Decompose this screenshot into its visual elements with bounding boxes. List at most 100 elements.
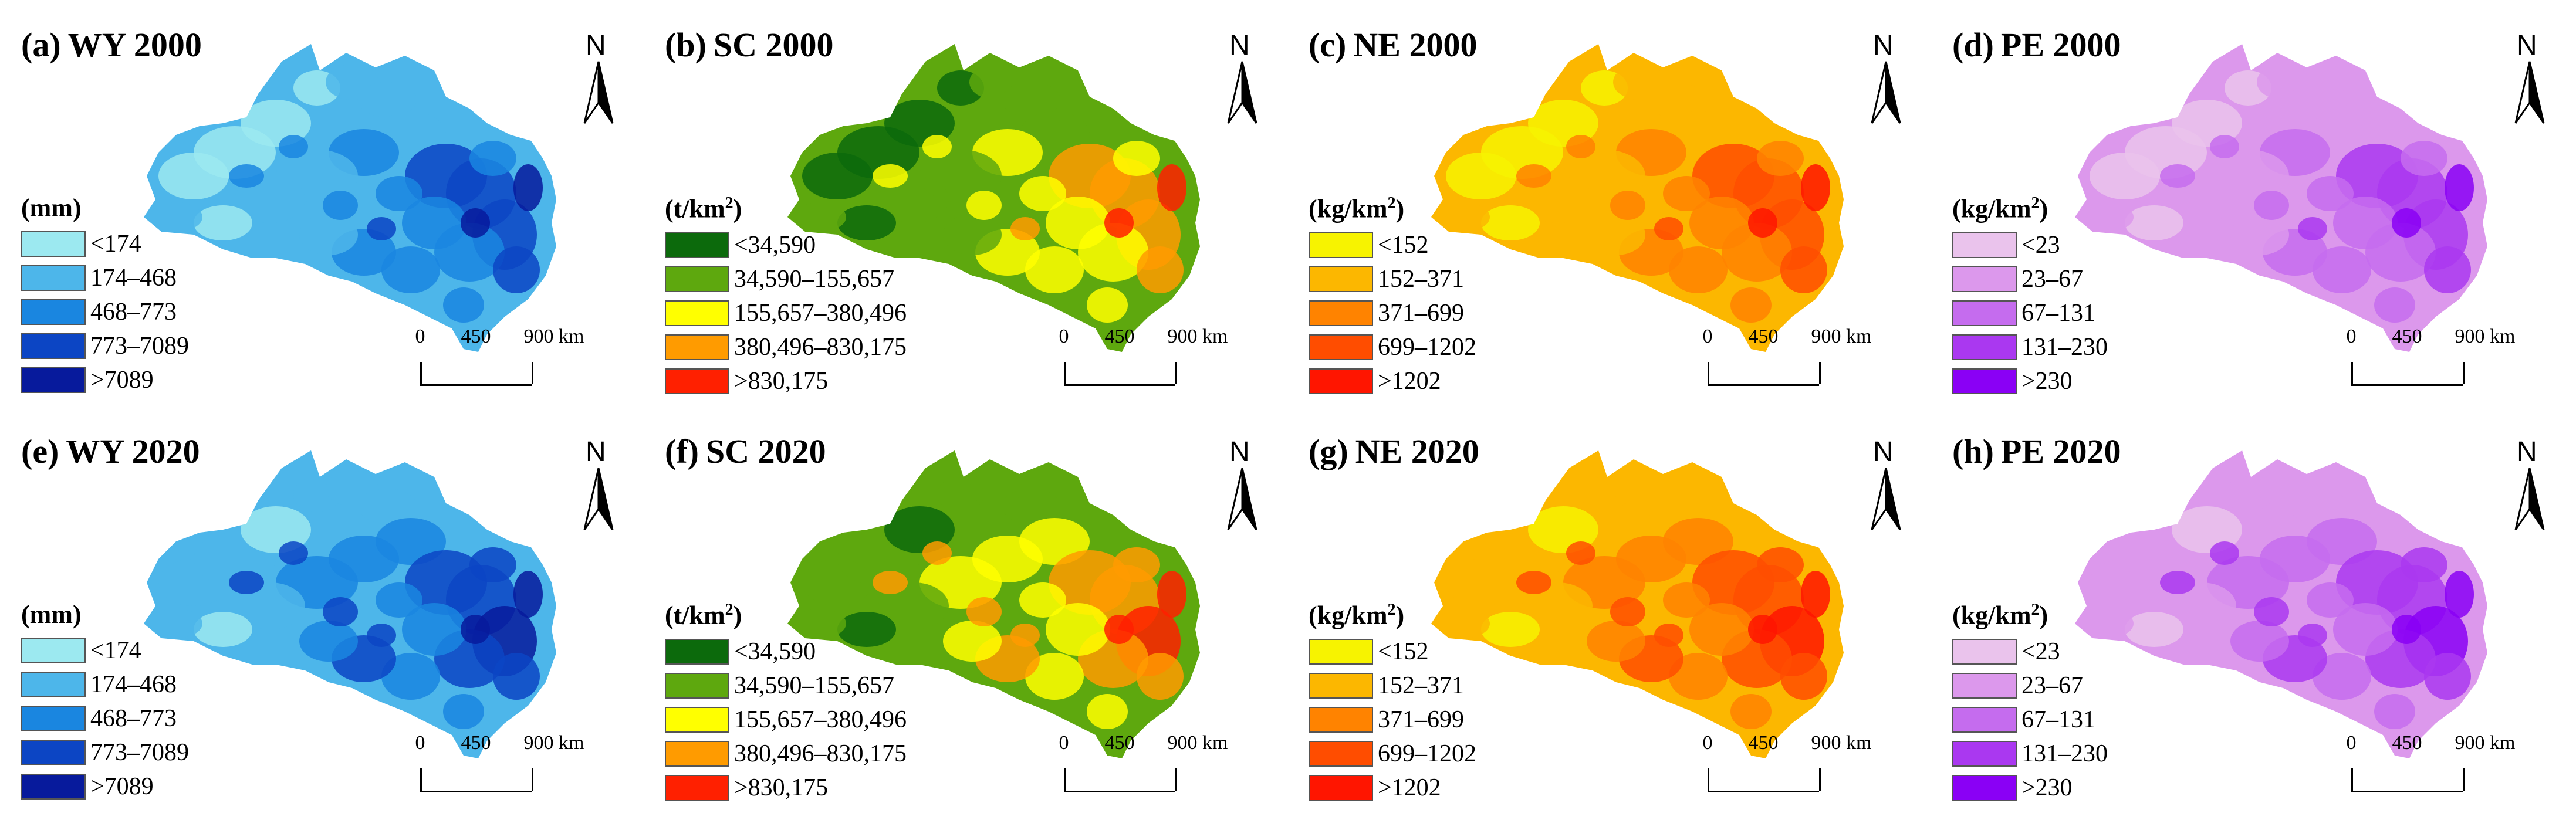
value-patch [2160, 571, 2195, 594]
north-arrow-icon: N [1862, 436, 1909, 536]
scale-bar-tick [1819, 362, 1821, 384]
value-patch [2424, 246, 2471, 293]
value-patch [1019, 582, 1066, 618]
legend-unit-close: ) [2039, 194, 2048, 223]
legend-class-label: <23 [2021, 638, 2060, 665]
legend-swatch [665, 300, 729, 326]
value-patch [2298, 217, 2327, 240]
legend-row: 155,657–380,496 [665, 703, 907, 737]
value-patch [1157, 164, 1186, 211]
panel-label: (d) [1952, 26, 1994, 64]
value-patch [358, 489, 417, 524]
value-patch [2254, 191, 2289, 220]
region-map [787, 44, 1200, 352]
value-patch [837, 205, 896, 240]
value-patch [2401, 547, 2447, 582]
scale-bar-label: 0 [1059, 326, 1069, 347]
legend-row: >830,175 [665, 771, 907, 805]
scale-bar: 0 450 900 km [2342, 326, 2536, 390]
scale-bar-tick [420, 768, 422, 791]
legend-class-label: 380,496–830,175 [734, 740, 907, 767]
value-patch [878, 582, 949, 629]
panel-label: (g) [1309, 432, 1348, 470]
value-patch [922, 135, 952, 158]
value-patch [299, 621, 358, 662]
value-patch [943, 214, 1002, 255]
legend-class-label: 174–468 [90, 671, 177, 698]
legend-swatch [665, 368, 729, 394]
scale-bar-label: 900 km [1811, 326, 1872, 347]
legend-row: >230 [1952, 771, 2108, 805]
legend-swatch [21, 706, 86, 731]
panel-title: (d) PE 2000 [1952, 28, 2121, 62]
legend: (kg/km2) <152 152–371 371–699 699–1202 >1202 [1309, 602, 1476, 805]
value-patch [381, 653, 440, 700]
value-patch [1801, 164, 1830, 211]
value-patch [1113, 141, 1160, 176]
value-patch [1516, 571, 1551, 594]
legend-swatch [1309, 740, 1373, 767]
panel-title-text: SC 2020 [705, 432, 826, 470]
north-label: N [586, 436, 606, 468]
value-patch [2313, 653, 2371, 700]
legend-row: 131–230 [1952, 330, 2108, 364]
legend-swatch [1952, 266, 2017, 292]
value-patch [1010, 217, 1040, 240]
value-patch [2424, 653, 2471, 700]
scale-bar-tick [1819, 768, 1821, 791]
legend-row: >1202 [1309, 364, 1476, 398]
value-patch [1087, 694, 1128, 729]
value-patch [878, 176, 949, 223]
legend-swatch [665, 638, 729, 665]
legend-unit-close: ) [1395, 194, 1405, 223]
value-patch [2374, 287, 2415, 323]
value-patch [1748, 208, 1777, 238]
legend-swatch [21, 638, 86, 663]
legend-class-label: >230 [2021, 367, 2073, 395]
scale-bar-line [1708, 791, 1819, 792]
value-patch [367, 624, 396, 647]
legend: (kg/km2) <152 152–371 371–699 699–1202 >1202 [1309, 195, 1476, 398]
value-patch [323, 191, 358, 220]
legend: (mm) <174 174–468 468–773 773–7089 >7089 [21, 602, 189, 804]
legend-swatch [665, 706, 729, 733]
value-patch [1046, 197, 1110, 249]
value-patch [443, 694, 484, 729]
legend-row: >1202 [1309, 771, 1476, 805]
legend-row: 152–371 [1309, 262, 1476, 296]
value-patch [194, 612, 252, 647]
legend-row: 67–131 [1952, 703, 2108, 737]
legend-unit: (mm) [21, 602, 189, 628]
legend-row: 468–773 [21, 702, 189, 736]
value-patch [229, 571, 264, 594]
value-patch [461, 615, 490, 644]
legend-unit-text: (kg/km [1952, 601, 2031, 630]
legend-row: >230 [1952, 364, 2108, 398]
north-label: N [1229, 436, 1250, 468]
region-map [787, 450, 1200, 758]
scale-bar-tick [1708, 768, 1709, 791]
legend-class-label: 174–468 [90, 265, 177, 292]
panel-label: (c) [1309, 26, 1347, 64]
legend-swatch [21, 774, 86, 800]
value-patch [1104, 615, 1134, 644]
value-patch [1730, 694, 1772, 729]
scale-bar-label: 0 [2346, 326, 2357, 347]
legend-swatch [1952, 706, 2017, 733]
scale-bar-line [420, 791, 532, 792]
legend-class-label: 23–67 [2021, 672, 2083, 699]
legend-class-label: <174 [90, 231, 141, 258]
value-patch [493, 653, 540, 700]
legend-class-label: >1202 [1378, 774, 1441, 801]
north-label: N [2517, 30, 2537, 61]
map-panel: (b) SC 2000 (t/km2) <34,590 34,590–155,657 15… [644, 0, 1287, 406]
legend-class-label: 34,590–155,657 [734, 672, 894, 699]
legend-swatch [1952, 672, 2017, 699]
region-map [144, 44, 556, 352]
scale-bar-tick [1708, 362, 1709, 384]
legend-class-label: 155,657–380,496 [734, 706, 907, 733]
legend: (kg/km2) <23 23–67 67–131 131–230 >230 [1952, 602, 2108, 805]
scale-bar-label: 900 km [1167, 732, 1228, 754]
legend-row: 152–371 [1309, 669, 1476, 703]
value-patch [1780, 246, 1827, 293]
